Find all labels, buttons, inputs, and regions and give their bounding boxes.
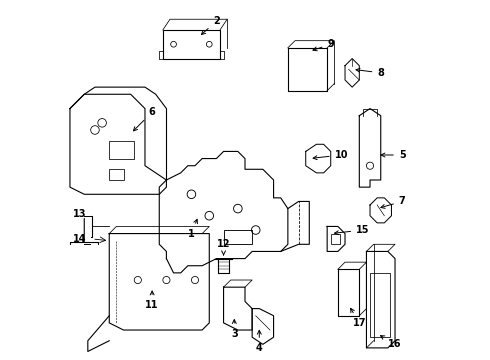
Bar — [223, 230, 252, 244]
Bar — [109, 141, 134, 158]
Text: 17: 17 — [350, 309, 366, 328]
Text: 5: 5 — [381, 150, 406, 160]
Text: 3: 3 — [231, 320, 238, 339]
Text: 15: 15 — [335, 225, 369, 235]
Bar — [331, 234, 340, 244]
Text: 11: 11 — [146, 291, 159, 310]
Text: 8: 8 — [356, 68, 384, 78]
Text: 7: 7 — [381, 197, 406, 208]
Bar — [370, 273, 390, 337]
Text: 14: 14 — [73, 234, 87, 244]
Text: 6: 6 — [133, 107, 155, 131]
Text: 16: 16 — [381, 336, 402, 349]
Text: 10: 10 — [313, 150, 348, 160]
Text: 2: 2 — [201, 16, 220, 35]
Text: 1: 1 — [188, 219, 197, 239]
Text: 12: 12 — [217, 239, 230, 255]
Text: 13: 13 — [73, 209, 87, 219]
Bar — [109, 169, 123, 180]
Text: 9: 9 — [313, 39, 334, 51]
Text: 4: 4 — [256, 330, 263, 353]
